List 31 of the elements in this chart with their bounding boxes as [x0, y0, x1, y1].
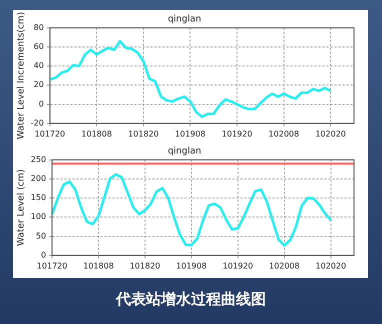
y-tick-label: 200	[30, 174, 46, 183]
y-tick-label: 100	[30, 212, 46, 222]
x-tick-label: 101920	[222, 129, 252, 138]
y-tick-label: 80	[34, 22, 44, 32]
x-tick-label: 101720	[34, 129, 66, 138]
x-tick-label: 102008	[268, 129, 300, 138]
x-tick-label: 101920	[222, 261, 254, 270]
chart-title: qinglan	[168, 14, 202, 25]
x-tick-label: 102008	[269, 261, 300, 270]
x-tick-label: 101808	[81, 129, 112, 138]
text: 代表站增水过程曲线图	[114, 290, 267, 309]
x-tick-label: 102020	[315, 129, 346, 138]
x-tick-label: 101908	[174, 129, 206, 138]
x-tick-label: 101808	[83, 261, 114, 270]
y-tick-label: 0	[38, 99, 44, 108]
x-tick-label: 101908	[176, 261, 207, 270]
y-axis-title: Water Level (cm)	[16, 169, 27, 246]
y-tick-label: 150	[30, 193, 46, 202]
y-tick-label: -20	[30, 118, 44, 128]
x-tick-label: 101820	[130, 261, 160, 270]
chart-title: qinglan	[168, 146, 202, 157]
y-tick-label: 50	[36, 231, 46, 240]
y-tick-label: 0	[40, 250, 46, 260]
x-tick-label: 101820	[128, 129, 159, 138]
y-tick-label: 250	[30, 154, 46, 164]
x-tick-label: 101720	[36, 261, 68, 270]
y-tick-label: 60	[34, 42, 44, 51]
y-tick-label: 40	[34, 61, 44, 70]
y-axis-title: Water Level Increments(cm)	[16, 12, 27, 140]
x-tick-label: 102020	[316, 261, 346, 270]
y-tick-label: 20	[34, 80, 44, 90]
